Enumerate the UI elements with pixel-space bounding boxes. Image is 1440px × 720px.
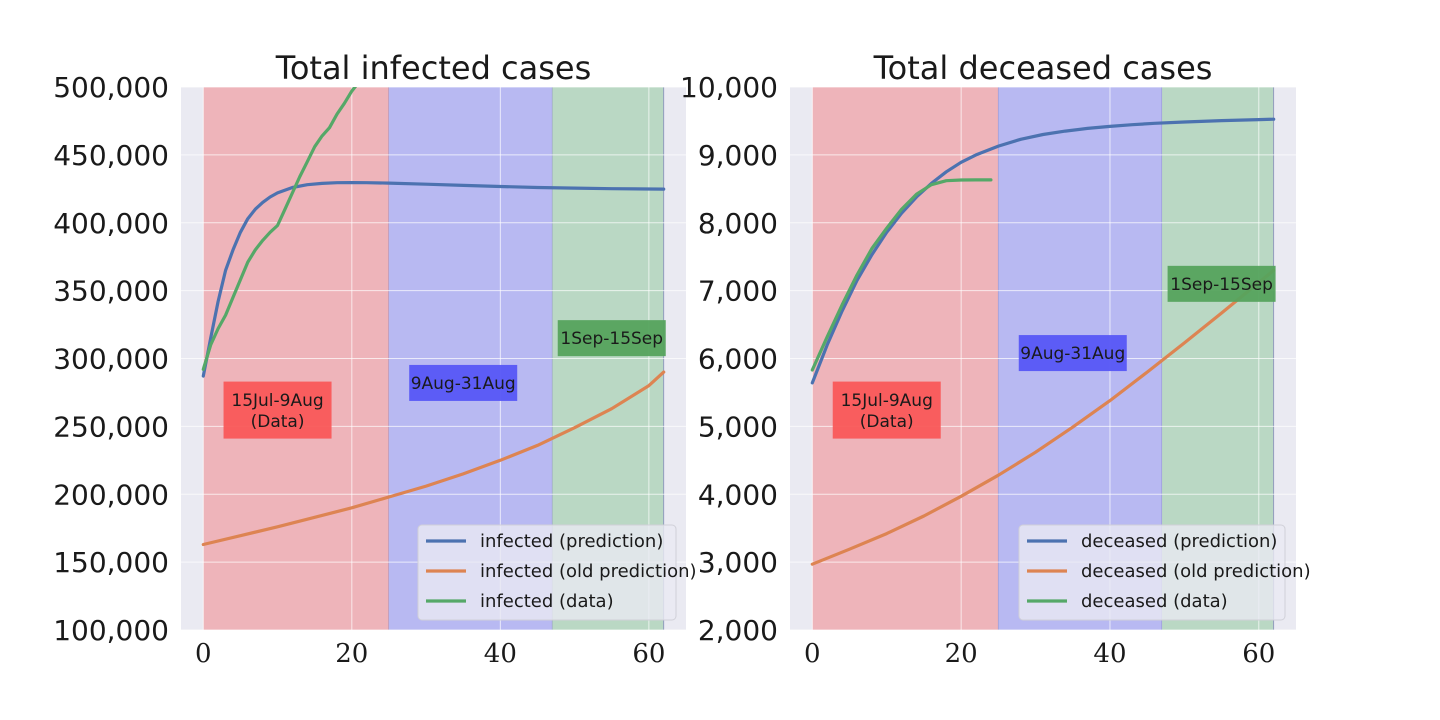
period-label-box-blue (409, 364, 518, 401)
y-tick-label: 6,000 (698, 343, 778, 376)
y-tick-label: 7,000 (698, 275, 778, 308)
y-tick-label: 5,000 (698, 410, 778, 443)
legend-entry-label: infected (old prediction) (480, 561, 697, 582)
y-tick-label: 10,000 (680, 71, 778, 104)
y-tick-label: 300,000 (53, 343, 169, 376)
period-label-box-green (557, 320, 666, 357)
x-tick-label: 0 (804, 639, 821, 669)
y-tick-label: 2,000 (698, 614, 778, 647)
legend-entry-label: deceased (prediction) (1081, 531, 1277, 552)
series-line-data (201, 87, 358, 371)
y-tick-label: 200,000 (53, 478, 169, 511)
period-label: 9Aug-31Aug (1020, 344, 1125, 364)
y-tick-label: 500,000 (53, 71, 169, 104)
legend-frame (1018, 524, 1286, 621)
y-tick-label: 450,000 (53, 139, 169, 172)
legend-entry-label: infected (data) (480, 591, 614, 612)
legend-frame (417, 524, 677, 621)
period-label: 1Sep-15Sep (560, 329, 663, 349)
period-label: 9Aug-31Aug (411, 374, 516, 394)
x-tick-label: 40 (484, 639, 517, 669)
period-sublabel: (Data) (251, 412, 305, 432)
x-tick-label: 60 (632, 639, 665, 669)
deceased-chart-panel: 2,000 3,000 4,000 5,000 6,000 7,000 8,000 9,000… (680, 49, 1311, 669)
legend-entry-label: deceased (old prediction) (1081, 561, 1311, 582)
x-tick-label: 60 (1242, 639, 1275, 669)
series-line-prediction (201, 181, 666, 378)
y-tick-label: 150,000 (53, 546, 169, 579)
series-line-data (810, 178, 993, 372)
period-label: 15Jul-9Aug (231, 391, 323, 411)
y-tick-label: 400,000 (53, 207, 169, 240)
y-tick-label: 8,000 (698, 207, 778, 240)
y-tick-label: 4,000 (698, 478, 778, 511)
chart-title: Total deceased cases (873, 49, 1213, 87)
y-tick-label: 350,000 (53, 275, 169, 308)
period-label: 1Sep-15Sep (1170, 275, 1273, 295)
chart-title: Total infected cases (275, 49, 592, 87)
period-sublabel: (Data) (860, 412, 914, 432)
y-tick-label: 250,000 (53, 410, 169, 443)
y-tick-label: 9,000 (698, 139, 778, 172)
period-label-box-green (1167, 265, 1276, 302)
legend-entry-label: deceased (data) (1081, 591, 1228, 612)
x-tick-label: 20 (335, 639, 368, 669)
y-tick-label: 3,000 (698, 546, 778, 579)
period-label: 15Jul-9Aug (841, 391, 933, 411)
legend: infected (prediction) infected (old predi… (417, 524, 697, 621)
x-tick-label: 20 (945, 639, 978, 669)
y-tick-label: 100,000 (53, 614, 169, 647)
series-line-old-prediction (201, 370, 666, 547)
series-line-old-prediction (810, 268, 1276, 566)
series-line-prediction (810, 117, 1276, 385)
infected-chart-panel: 100,000 150,000 200,000 250,000 300,000 350,0… (53, 49, 696, 669)
x-tick-label: 0 (195, 639, 212, 669)
series-group (810, 117, 1276, 566)
legend-entry-label: infected (prediction) (480, 531, 663, 552)
x-tick-label: 40 (1093, 639, 1126, 669)
period-label-box-red (223, 381, 332, 439)
period-label-box-blue (1018, 335, 1127, 372)
series-group (201, 87, 666, 547)
legend: deceased (prediction) deceased (old predi… (1018, 524, 1311, 621)
period-label-box-red (832, 381, 941, 439)
